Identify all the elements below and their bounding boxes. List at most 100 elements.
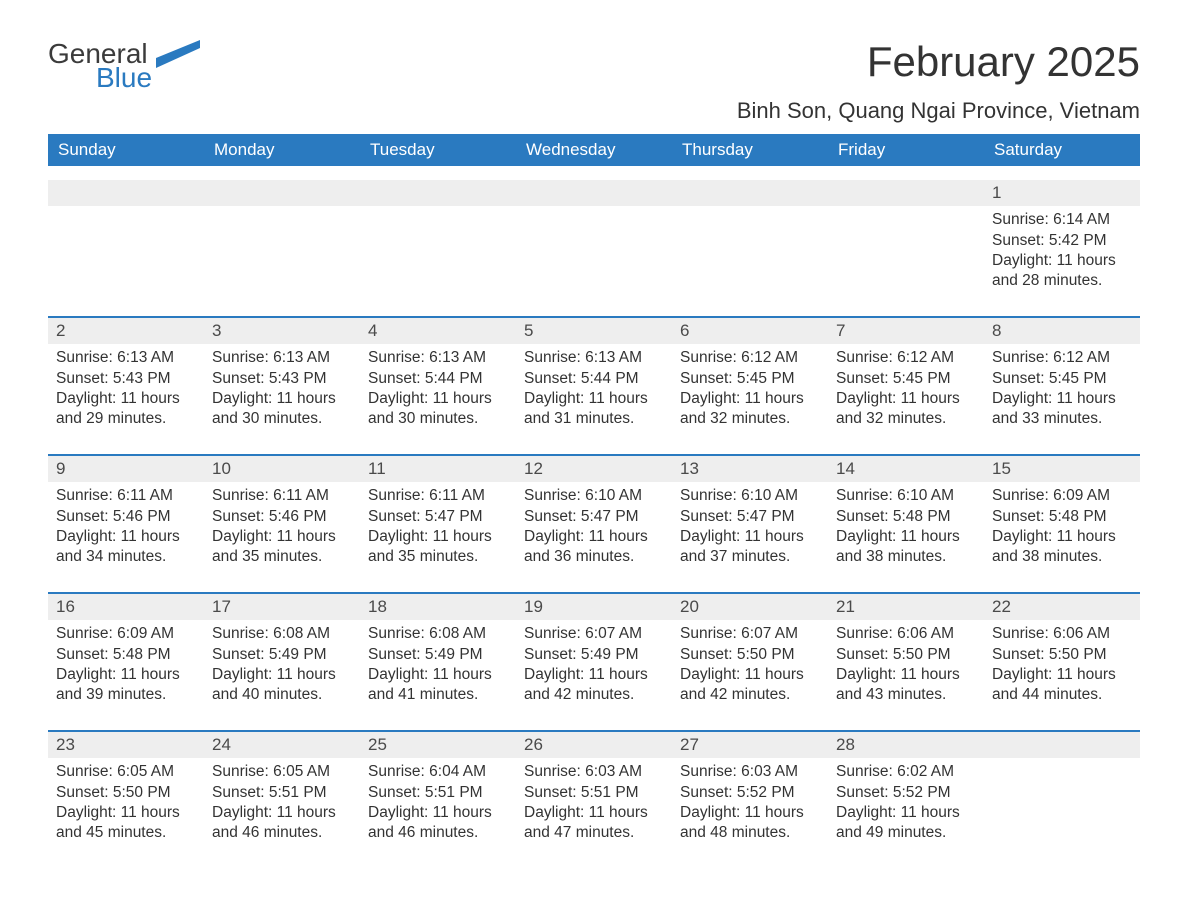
day-cell: Sunrise: 6:12 AMSunset: 5:45 PMDaylight:… (672, 344, 828, 440)
day-number: 14 (828, 456, 984, 482)
daylight-line: Daylight: 11 hours and 47 minutes. (524, 803, 664, 844)
day-number: 1 (984, 180, 1140, 206)
day-number: 28 (828, 732, 984, 758)
day-number (48, 180, 204, 206)
sunset-line: Sunset: 5:51 PM (368, 783, 508, 803)
day-cell (360, 206, 516, 302)
day-of-week-cell: Monday (204, 134, 360, 166)
day-cell: Sunrise: 6:03 AMSunset: 5:51 PMDaylight:… (516, 758, 672, 854)
sunset-line: Sunset: 5:43 PM (212, 369, 352, 389)
day-number (204, 180, 360, 206)
sunrise-line: Sunrise: 6:11 AM (212, 486, 352, 506)
day-body-row: Sunrise: 6:09 AMSunset: 5:48 PMDaylight:… (48, 620, 1140, 716)
day-number: 23 (48, 732, 204, 758)
sunset-line: Sunset: 5:44 PM (524, 369, 664, 389)
day-of-week-cell: Friday (828, 134, 984, 166)
sunrise-line: Sunrise: 6:11 AM (56, 486, 196, 506)
day-cell: Sunrise: 6:12 AMSunset: 5:45 PMDaylight:… (828, 344, 984, 440)
header-row: General Blue February 2025 Binh Son, Qua… (48, 40, 1140, 134)
daylight-line: Daylight: 11 hours and 32 minutes. (836, 389, 976, 430)
daylight-line: Daylight: 11 hours and 45 minutes. (56, 803, 196, 844)
sunrise-line: Sunrise: 6:06 AM (992, 624, 1132, 644)
day-body-row: Sunrise: 6:05 AMSunset: 5:50 PMDaylight:… (48, 758, 1140, 854)
sunrise-line: Sunrise: 6:05 AM (56, 762, 196, 782)
sunset-line: Sunset: 5:42 PM (992, 231, 1132, 251)
sunset-line: Sunset: 5:48 PM (836, 507, 976, 527)
day-number-row: 2345678 (48, 318, 1140, 344)
sunrise-line: Sunrise: 6:05 AM (212, 762, 352, 782)
day-cell: Sunrise: 6:09 AMSunset: 5:48 PMDaylight:… (984, 482, 1140, 578)
day-number: 19 (516, 594, 672, 620)
sunset-line: Sunset: 5:47 PM (524, 507, 664, 527)
day-number: 11 (360, 456, 516, 482)
sunset-line: Sunset: 5:51 PM (524, 783, 664, 803)
day-cell: Sunrise: 6:08 AMSunset: 5:49 PMDaylight:… (360, 620, 516, 716)
daylight-line: Daylight: 11 hours and 46 minutes. (212, 803, 352, 844)
sunset-line: Sunset: 5:50 PM (836, 645, 976, 665)
sunset-line: Sunset: 5:45 PM (836, 369, 976, 389)
sunset-line: Sunset: 5:50 PM (56, 783, 196, 803)
daylight-line: Daylight: 11 hours and 30 minutes. (368, 389, 508, 430)
day-number: 4 (360, 318, 516, 344)
daylight-line: Daylight: 11 hours and 49 minutes. (836, 803, 976, 844)
day-number (672, 180, 828, 206)
sunrise-line: Sunrise: 6:13 AM (56, 348, 196, 368)
day-cell: Sunrise: 6:06 AMSunset: 5:50 PMDaylight:… (828, 620, 984, 716)
sunrise-line: Sunrise: 6:06 AM (836, 624, 976, 644)
sunrise-line: Sunrise: 6:09 AM (56, 624, 196, 644)
daylight-line: Daylight: 11 hours and 37 minutes. (680, 527, 820, 568)
day-number: 16 (48, 594, 204, 620)
day-number-row: 9101112131415 (48, 456, 1140, 482)
daylight-line: Daylight: 11 hours and 29 minutes. (56, 389, 196, 430)
day-of-week-cell: Wednesday (516, 134, 672, 166)
title-block: February 2025 Binh Son, Quang Ngai Provi… (737, 40, 1140, 134)
week-row: 9101112131415Sunrise: 6:11 AMSunset: 5:4… (48, 454, 1140, 578)
daylight-line: Daylight: 11 hours and 35 minutes. (368, 527, 508, 568)
sunrise-line: Sunrise: 6:14 AM (992, 210, 1132, 230)
day-number: 25 (360, 732, 516, 758)
sunset-line: Sunset: 5:46 PM (56, 507, 196, 527)
daylight-line: Daylight: 11 hours and 32 minutes. (680, 389, 820, 430)
day-cell: Sunrise: 6:08 AMSunset: 5:49 PMDaylight:… (204, 620, 360, 716)
daylight-line: Daylight: 11 hours and 38 minutes. (992, 527, 1132, 568)
sunset-line: Sunset: 5:48 PM (992, 507, 1132, 527)
sunrise-line: Sunrise: 6:08 AM (212, 624, 352, 644)
daylight-line: Daylight: 11 hours and 34 minutes. (56, 527, 196, 568)
day-cell: Sunrise: 6:13 AMSunset: 5:44 PMDaylight:… (360, 344, 516, 440)
daylight-line: Daylight: 11 hours and 44 minutes. (992, 665, 1132, 706)
daylight-line: Daylight: 11 hours and 31 minutes. (524, 389, 664, 430)
sunrise-line: Sunrise: 6:11 AM (368, 486, 508, 506)
day-cell: Sunrise: 6:12 AMSunset: 5:45 PMDaylight:… (984, 344, 1140, 440)
week-row: 232425262728Sunrise: 6:05 AMSunset: 5:50… (48, 730, 1140, 854)
day-number: 2 (48, 318, 204, 344)
day-body-row: Sunrise: 6:14 AMSunset: 5:42 PMDaylight:… (48, 206, 1140, 302)
daylight-line: Daylight: 11 hours and 42 minutes. (524, 665, 664, 706)
day-number: 15 (984, 456, 1140, 482)
day-number: 17 (204, 594, 360, 620)
sunset-line: Sunset: 5:47 PM (368, 507, 508, 527)
day-number: 8 (984, 318, 1140, 344)
day-number: 13 (672, 456, 828, 482)
day-number (360, 180, 516, 206)
flag-icon (156, 40, 200, 68)
day-number-row: 232425262728 (48, 732, 1140, 758)
sunrise-line: Sunrise: 6:12 AM (836, 348, 976, 368)
day-number: 20 (672, 594, 828, 620)
daylight-line: Daylight: 11 hours and 30 minutes. (212, 389, 352, 430)
sunset-line: Sunset: 5:44 PM (368, 369, 508, 389)
day-number-row: 1 (48, 180, 1140, 206)
day-cell (516, 206, 672, 302)
sunset-line: Sunset: 5:47 PM (680, 507, 820, 527)
day-cell: Sunrise: 6:05 AMSunset: 5:51 PMDaylight:… (204, 758, 360, 854)
sunset-line: Sunset: 5:49 PM (524, 645, 664, 665)
logo: General Blue (48, 40, 200, 92)
daylight-line: Daylight: 11 hours and 36 minutes. (524, 527, 664, 568)
day-body-row: Sunrise: 6:11 AMSunset: 5:46 PMDaylight:… (48, 482, 1140, 578)
sunset-line: Sunset: 5:51 PM (212, 783, 352, 803)
sunset-line: Sunset: 5:50 PM (992, 645, 1132, 665)
day-of-week-cell: Thursday (672, 134, 828, 166)
day-number: 6 (672, 318, 828, 344)
day-cell (204, 206, 360, 302)
day-cell (672, 206, 828, 302)
sunrise-line: Sunrise: 6:12 AM (992, 348, 1132, 368)
